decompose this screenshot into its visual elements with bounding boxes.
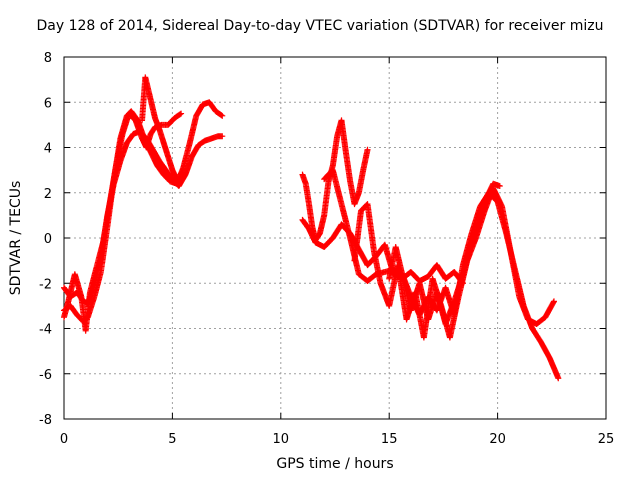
data-point: [496, 182, 503, 189]
y-tick-label: 4: [44, 142, 52, 157]
y-tick-label: 2: [44, 187, 52, 202]
data-point: [219, 112, 226, 119]
y-tick-label: -8: [39, 413, 52, 428]
x-tick-label: 15: [381, 432, 398, 447]
y-tick-label: 6: [44, 96, 52, 111]
data-point: [177, 111, 184, 118]
data-point: [550, 298, 557, 305]
x-axis-label: GPS time / hours: [276, 456, 394, 472]
y-tick-label: -4: [39, 323, 52, 338]
data-points: [61, 74, 562, 382]
y-tick-label: 8: [44, 51, 52, 66]
data-point: [364, 146, 371, 153]
x-tick-label: 5: [168, 432, 176, 447]
chart-title: Day 128 of 2014, Sidereal Day-to-day VTE…: [36, 18, 604, 34]
x-tick-label: 0: [60, 432, 68, 447]
series-track-c: [61, 110, 185, 334]
data-point: [173, 176, 180, 183]
tick-labels: 0 5 10 15 20 25 -8 -6 -4 -2 0 2 4 6 8: [39, 51, 614, 447]
data-point: [218, 112, 225, 119]
x-tick-label: 20: [489, 432, 506, 447]
y-axis-label: SDTVAR / TECUs: [8, 180, 24, 296]
series-track-e: [299, 117, 371, 244]
tick-marks: [63, 56, 607, 420]
data-point: [178, 110, 185, 117]
x-tick-label: 10: [273, 432, 290, 447]
y-tick-label: 0: [44, 232, 52, 247]
data-point: [555, 375, 562, 382]
series-track-i: [386, 180, 503, 327]
y-tick-label: -6: [39, 368, 52, 383]
x-tick-label: 25: [598, 432, 615, 447]
y-tick-label: -2: [39, 277, 52, 292]
series-track-d: [139, 74, 180, 183]
data-point: [219, 133, 226, 140]
